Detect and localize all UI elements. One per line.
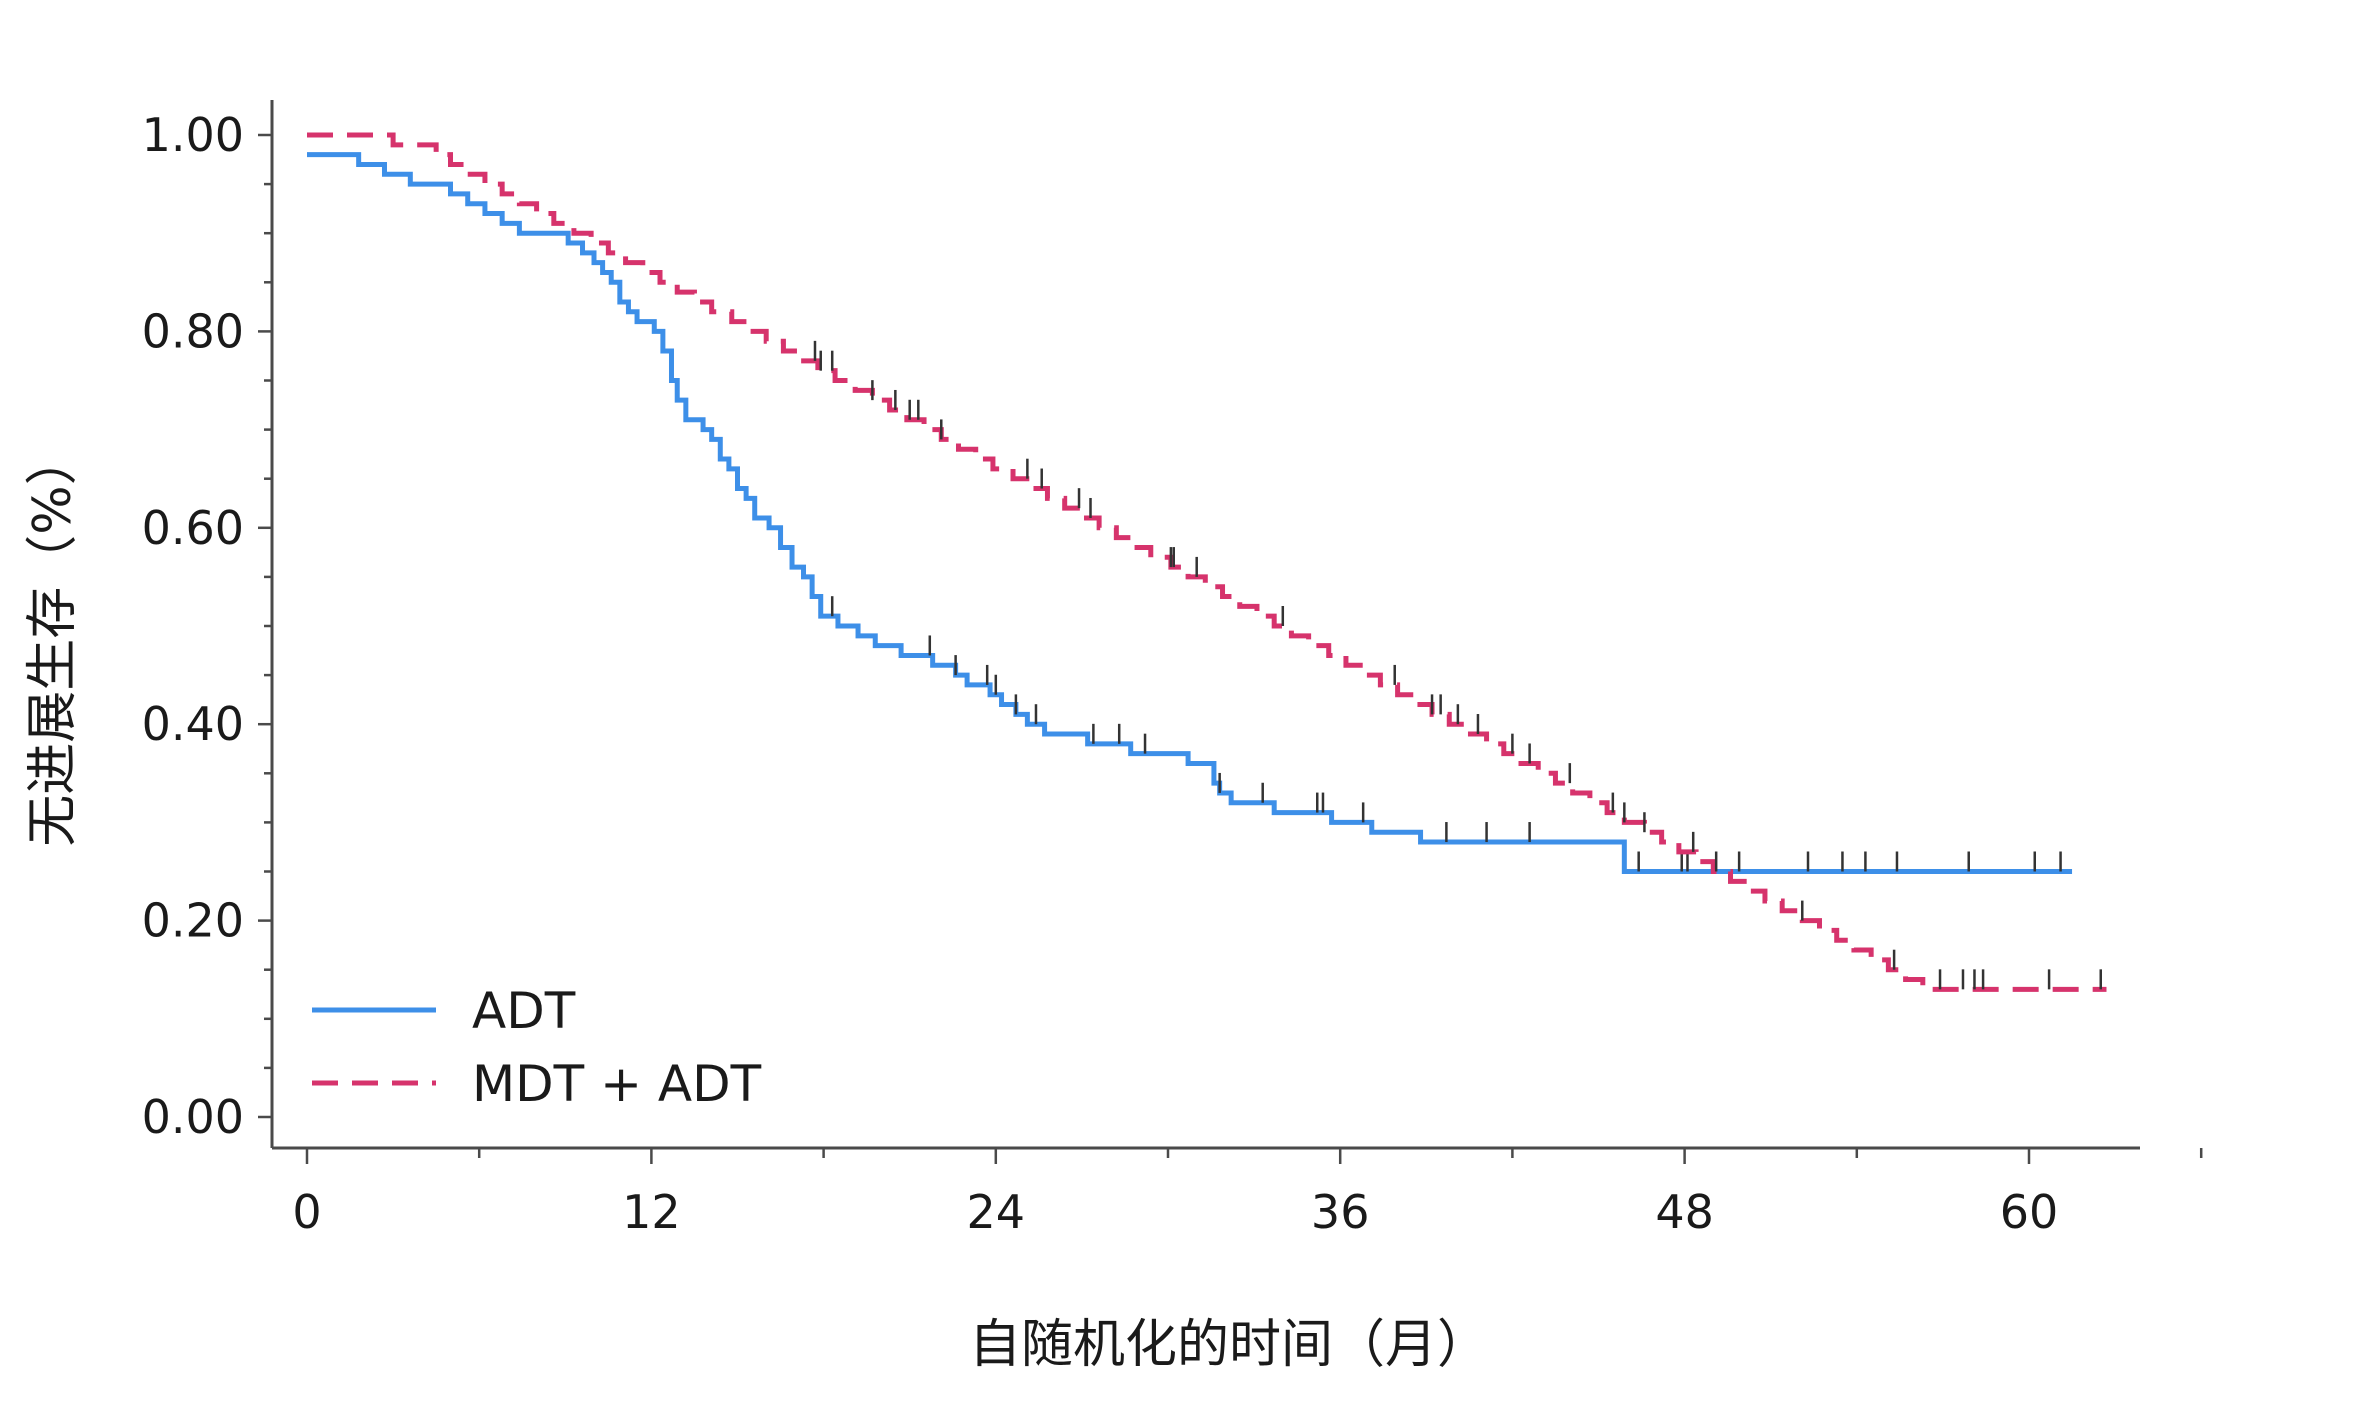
x-tick-label: 36 (1311, 1185, 1370, 1239)
x-tick-label: 12 (622, 1185, 681, 1239)
series-1 (307, 152, 2073, 874)
x-axis-title: 自随机化的时间（月） (969, 1315, 1489, 1375)
y-axis-title: 无进展生存（%） (23, 433, 83, 846)
x-tick-label: 60 (2000, 1185, 2059, 1239)
legend-label: ADT (472, 982, 576, 1040)
survival-curve (307, 152, 2073, 874)
survival-curve (307, 132, 2107, 992)
series-2 (307, 132, 2107, 992)
y-tick-label: 0.20 (142, 894, 244, 948)
y-tick-label: 1.00 (142, 108, 244, 162)
series-layer (307, 132, 2107, 992)
y-tick-label: 0.60 (142, 501, 244, 555)
x-tick-label: 0 (292, 1185, 321, 1239)
legend: ADT MDT + ADT (312, 982, 762, 1113)
legend-label: MDT + ADT (472, 1055, 762, 1113)
x-tick-label: 24 (967, 1185, 1026, 1239)
axes: 0.00 0.20 0.40 0.60 0.80 1.00 0 12 24 36 48 60 (142, 100, 2203, 1239)
y-tick-label: 0.80 (142, 304, 244, 358)
x-tick-label: 48 (1655, 1185, 1714, 1239)
y-tick-label: 0.00 (142, 1090, 244, 1144)
y-tick-label: 0.40 (142, 697, 244, 751)
